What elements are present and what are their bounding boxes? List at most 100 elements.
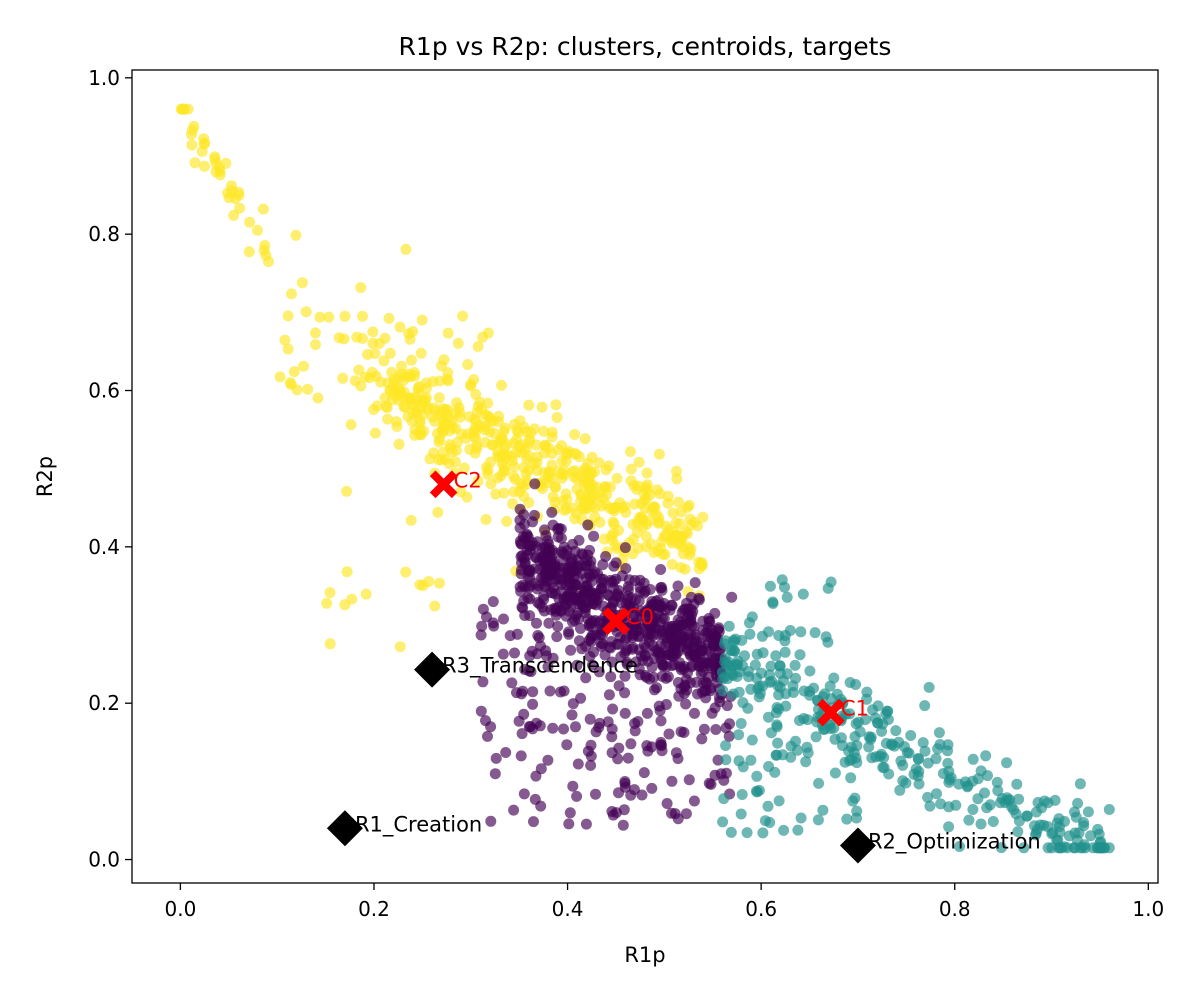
data-point-cluster-1	[719, 635, 731, 647]
data-point-cluster-0	[705, 685, 717, 697]
data-point-cluster-1	[735, 718, 747, 729]
data-point-cluster-0	[524, 572, 536, 584]
x-tick-label: 0.0	[164, 897, 196, 921]
data-point-cluster-0	[608, 575, 620, 587]
centroid-marker	[817, 698, 845, 727]
data-point-cluster-2	[670, 517, 682, 529]
data-point-cluster-1	[982, 770, 993, 782]
data-point-cluster-2	[675, 562, 687, 573]
data-point-cluster-0	[572, 758, 584, 770]
data-point-cluster-0	[666, 660, 678, 672]
data-point-cluster-0	[698, 723, 710, 735]
data-point-cluster-0	[646, 782, 658, 794]
data-point-cluster-2	[625, 463, 637, 475]
data-point-cluster-0	[689, 577, 701, 589]
data-point-cluster-2	[502, 449, 514, 461]
data-point-cluster-0	[660, 672, 672, 684]
data-point-cluster-1	[980, 750, 992, 762]
data-point-cluster-2	[394, 641, 406, 653]
data-point-cluster-0	[521, 549, 533, 561]
data-point-cluster-2	[415, 347, 427, 359]
data-point-cluster-0	[566, 709, 578, 721]
data-point-cluster-2	[339, 310, 351, 322]
data-point-cluster-0	[619, 707, 631, 719]
data-point-cluster-0	[613, 638, 624, 650]
data-point-cluster-2	[324, 587, 336, 599]
data-point-cluster-2	[697, 511, 709, 523]
data-point-cluster-2	[523, 436, 535, 448]
data-point-cluster-2	[432, 506, 444, 518]
data-point-cluster-0	[605, 671, 617, 683]
data-point-cluster-2	[434, 577, 445, 589]
target-label: R2_Optimization	[868, 829, 1041, 854]
data-point-cluster-1	[863, 731, 875, 743]
data-point-cluster-2	[477, 331, 489, 343]
data-point-cluster-0	[649, 600, 661, 612]
data-point-cluster-1	[771, 721, 783, 733]
data-point-cluster-0	[535, 800, 547, 812]
data-point-cluster-2	[234, 202, 246, 214]
data-point-cluster-1	[1077, 842, 1088, 854]
data-point-cluster-2	[498, 487, 510, 499]
data-point-cluster-0	[661, 646, 673, 658]
data-point-cluster-0	[638, 767, 650, 779]
data-point-cluster-2	[440, 417, 452, 429]
data-point-cluster-1	[905, 730, 917, 741]
data-point-cluster-2	[360, 588, 372, 600]
data-point-cluster-2	[579, 503, 591, 515]
data-point-cluster-2	[341, 566, 353, 578]
data-point-cluster-1	[917, 737, 929, 749]
data-point-cluster-2	[263, 256, 274, 268]
data-point-cluster-2	[482, 397, 494, 409]
data-point-cluster-2	[648, 547, 660, 558]
data-point-cluster-0	[487, 596, 499, 608]
data-point-cluster-1	[753, 691, 765, 703]
data-point-cluster-2	[579, 433, 591, 445]
data-point-cluster-2	[672, 496, 684, 508]
data-point-cluster-1	[851, 740, 863, 752]
data-point-cluster-2	[480, 514, 492, 525]
data-point-cluster-2	[300, 306, 312, 318]
data-point-cluster-1	[1074, 778, 1086, 790]
data-point-cluster-2	[416, 314, 428, 326]
data-point-cluster-0	[540, 541, 551, 553]
data-point-cluster-2	[353, 364, 365, 376]
data-point-cluster-0	[535, 763, 547, 775]
data-point-cluster-1	[923, 681, 935, 693]
data-point-cluster-1	[789, 659, 801, 671]
data-point-cluster-2	[641, 518, 653, 530]
data-point-cluster-0	[575, 623, 586, 634]
data-point-cluster-1	[967, 804, 979, 815]
data-point-cluster-1	[881, 705, 893, 717]
data-point-cluster-0	[655, 655, 667, 667]
centroid-marker	[429, 470, 458, 499]
data-point-cluster-2	[228, 209, 240, 221]
data-point-cluster-0	[549, 588, 561, 600]
data-point-cluster-2	[394, 321, 406, 333]
data-point-cluster-1	[1012, 826, 1024, 838]
data-point-cluster-1	[795, 626, 807, 638]
data-point-cluster-2	[423, 576, 435, 587]
data-point-cluster-1	[733, 729, 745, 741]
data-point-cluster-2	[640, 541, 652, 553]
data-point-cluster-0	[604, 641, 615, 653]
data-point-cluster-1	[987, 816, 999, 827]
data-point-cluster-2	[481, 468, 493, 480]
data-point-cluster-0	[528, 816, 539, 828]
data-point-cluster-2	[470, 415, 482, 427]
data-point-cluster-1	[942, 757, 954, 769]
data-point-cluster-2	[523, 464, 535, 476]
data-point-cluster-1	[781, 591, 793, 603]
data-point-cluster-2	[408, 367, 420, 378]
data-point-cluster-0	[588, 530, 600, 542]
data-point-cluster-0	[597, 559, 609, 571]
data-point-cluster-0	[679, 679, 691, 691]
y-tick-label: 0.2	[88, 691, 120, 715]
data-point-cluster-2	[393, 371, 405, 383]
data-point-cluster-0	[663, 728, 675, 740]
data-point-cluster-0	[558, 595, 570, 607]
data-point-cluster-1	[942, 739, 954, 751]
data-point-cluster-0	[515, 750, 527, 762]
data-point-cluster-2	[696, 557, 708, 569]
data-point-cluster-2	[357, 310, 368, 322]
